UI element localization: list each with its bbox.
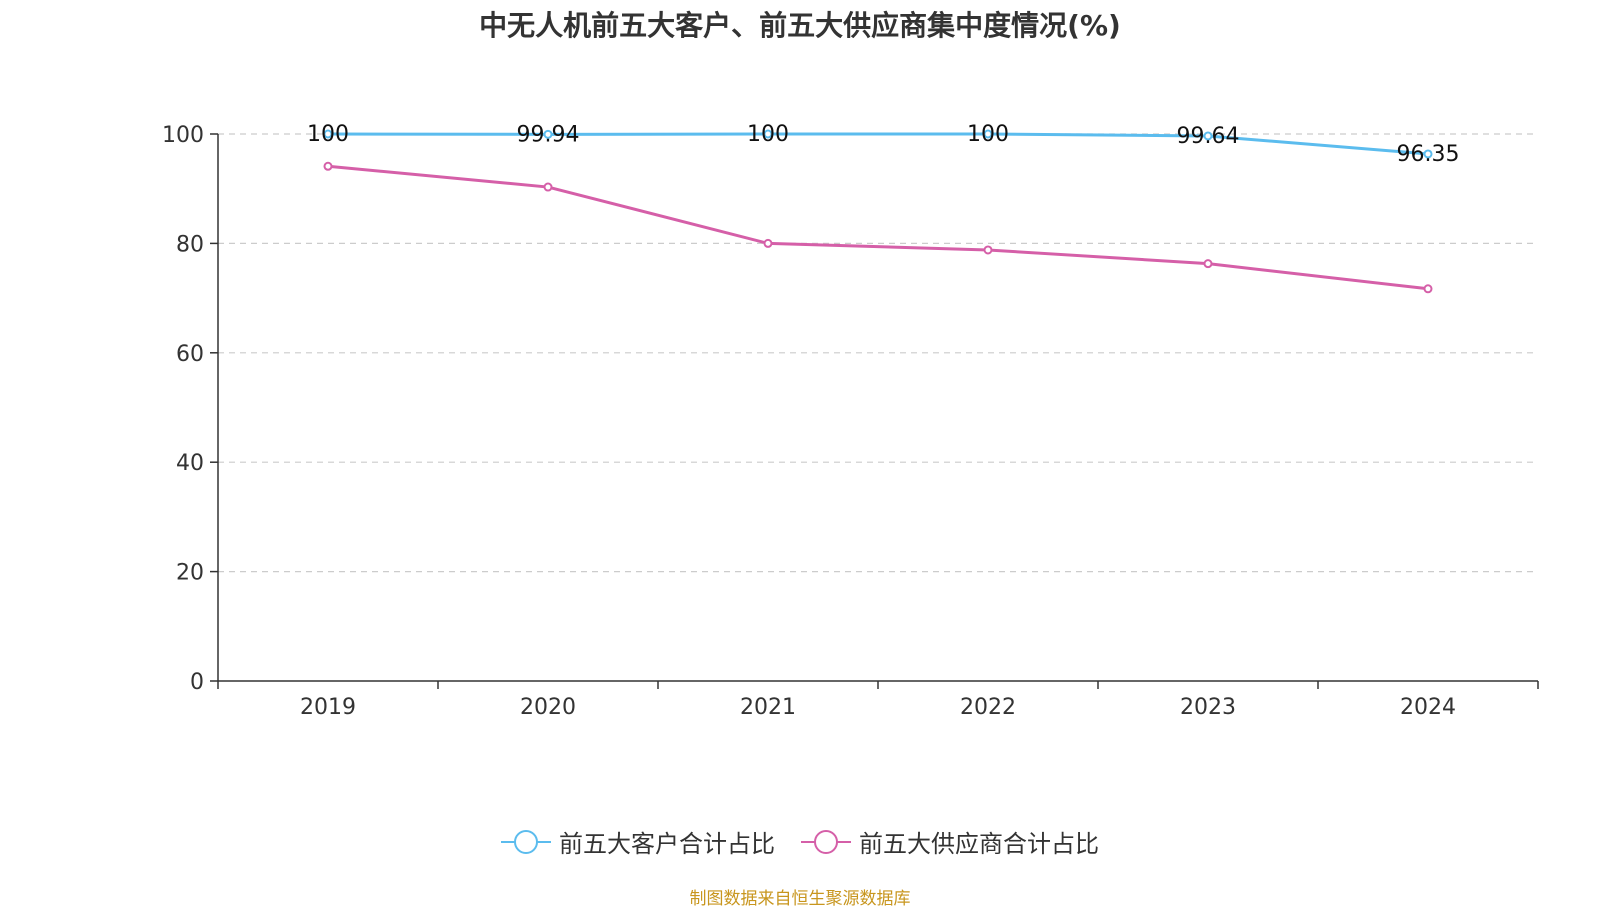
legend-label: 前五大供应商合计占比 xyxy=(859,830,1099,858)
series-1-point-2020 xyxy=(543,182,553,192)
x-tick-label-2023: 2023 xyxy=(1180,695,1236,720)
legend-item-1[interactable]: 前五大供应商合计占比 xyxy=(801,824,1099,859)
data-label-2024: 96.35 xyxy=(1397,142,1460,167)
x-tick-label-2024: 2024 xyxy=(1400,695,1456,720)
data-label-2019: 100 xyxy=(307,122,349,147)
legend: 前五大客户合计占比 前五大供应商合计占比 xyxy=(0,824,1600,859)
series-1-point-2021 xyxy=(763,238,773,248)
legend-item-0[interactable]: 前五大客户合计占比 xyxy=(501,824,775,859)
series-line-0 xyxy=(327,132,1429,156)
data-label-2020: 99.94 xyxy=(517,122,580,147)
series-1-point-2019 xyxy=(323,161,333,171)
series-0-point-2021 xyxy=(763,129,773,139)
x-tick-label-2020: 2020 xyxy=(520,695,576,720)
y-tick-label: 0 xyxy=(190,670,204,695)
y-tick-label: 100 xyxy=(162,123,204,148)
source-note: 制图数据来自恒生聚源数据库 xyxy=(689,889,911,909)
series-0-point-2020 xyxy=(543,129,553,139)
series-1-point-2023 xyxy=(1203,259,1213,269)
series-group xyxy=(323,129,1433,294)
y-tick-label: 60 xyxy=(176,342,204,367)
x-tick-label-2019: 2019 xyxy=(300,695,356,720)
series-1-point-2022 xyxy=(983,245,993,255)
grid-lines xyxy=(218,133,1538,573)
data-label-2022: 100 xyxy=(967,122,1009,147)
legend-label: 前五大客户合计占比 xyxy=(559,830,775,858)
legend-marker-icon xyxy=(501,829,551,855)
chart-title: 中无人机前五大客户、前五大供应商集中度情况(%) xyxy=(479,9,1121,42)
y-tick-label: 20 xyxy=(176,561,204,586)
data-label-2021: 100 xyxy=(747,122,789,147)
series-line-1 xyxy=(327,164,1429,291)
axes: 0 20 40 60 80 100 2019 2020 2021 2022 2023 2024 xyxy=(162,123,1539,720)
x-tick-label-2021: 2021 xyxy=(740,695,796,720)
y-tick-label: 40 xyxy=(176,451,204,476)
y-tick-label: 80 xyxy=(176,232,204,257)
legend-marker-icon xyxy=(801,829,851,855)
series-0-point-2023 xyxy=(1203,131,1213,141)
data-labels: 100 99.94 100 100 99.64 96.35 xyxy=(307,122,1459,167)
series-0-point-2019 xyxy=(323,129,333,139)
x-tick-label-2022: 2022 xyxy=(960,695,1016,720)
series-0-point-2024 xyxy=(1423,149,1433,159)
series-0-point-2022 xyxy=(983,129,993,139)
data-label-2023: 99.64 xyxy=(1177,124,1240,149)
series-1-point-2024 xyxy=(1423,284,1433,294)
